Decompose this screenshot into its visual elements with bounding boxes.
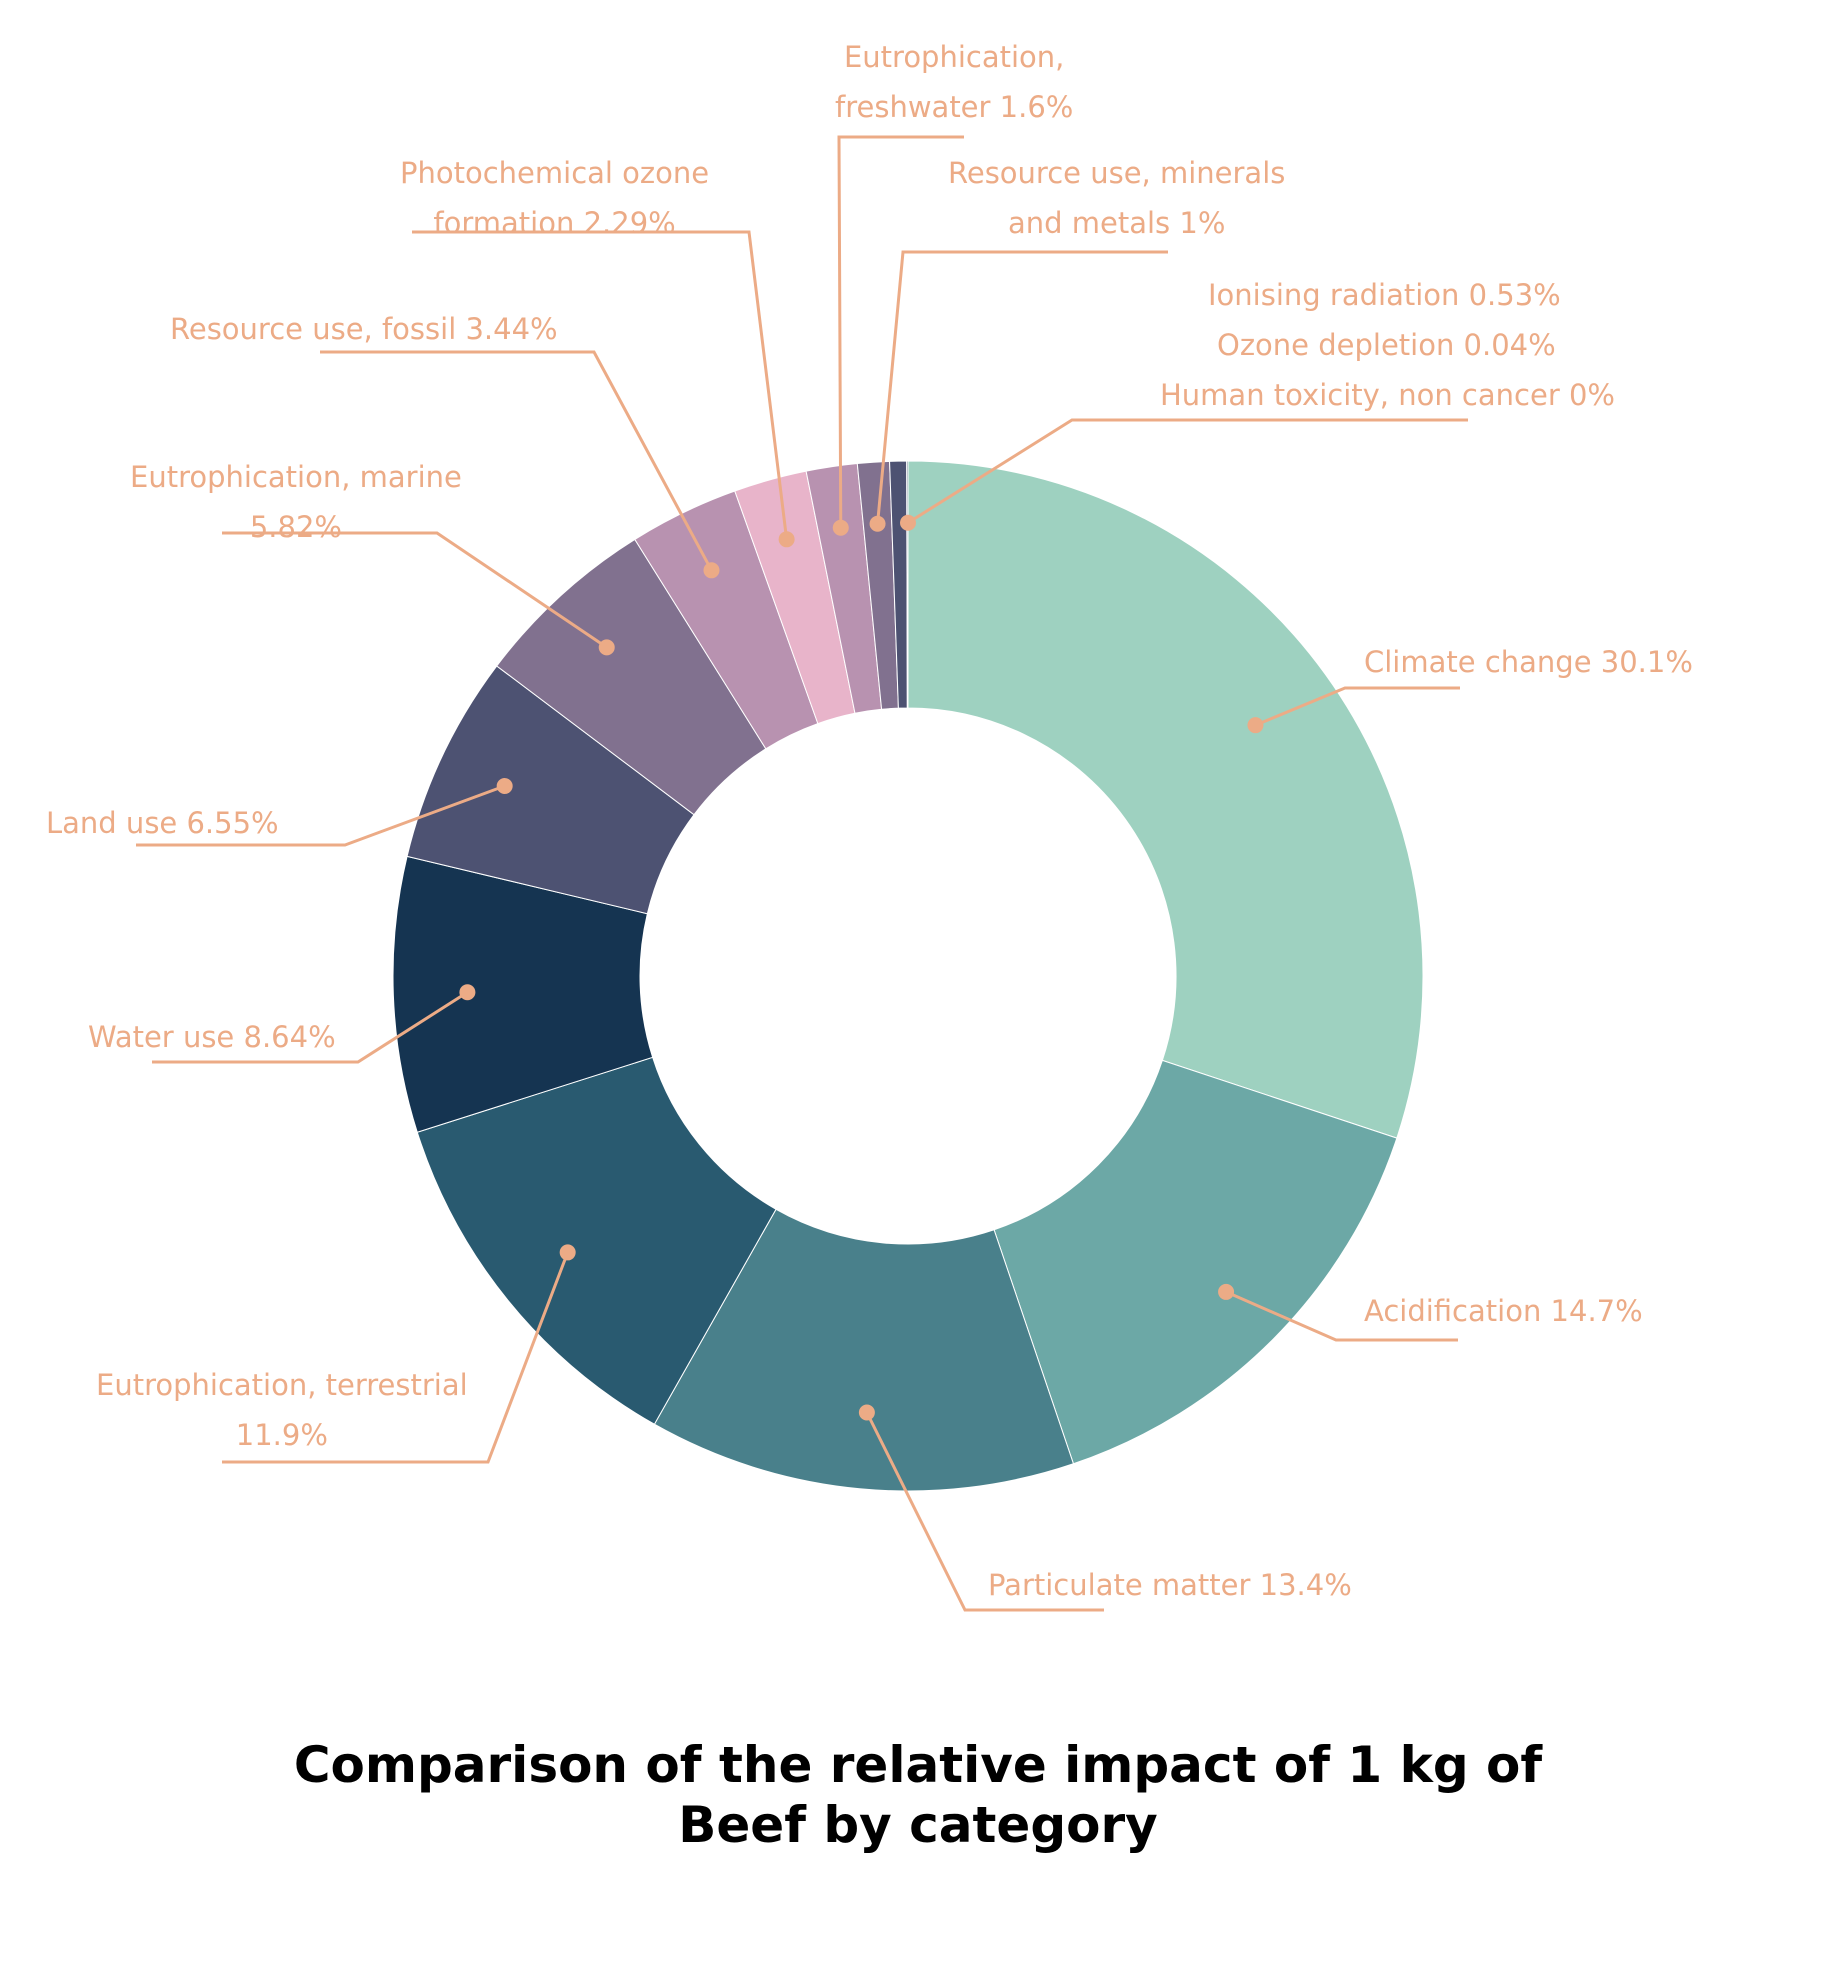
label-resource-use-minerals-and-metals-line-2: and metals 1% bbox=[1007, 206, 1226, 240]
label-eutrophication-freshwater: Eutrophication, freshwater 1.6% bbox=[835, 32, 1073, 132]
label-water-use-line-1: Water use 8.64% bbox=[88, 1020, 336, 1054]
leader-dot-climate-change bbox=[1247, 717, 1264, 734]
slice-eutrophication-terrestrial bbox=[416, 1056, 777, 1425]
label-resource-use-fossil: Resource use, fossil 3.44% bbox=[170, 304, 558, 354]
label-eutrophication-marine: Eutrophication, marine 5.82% bbox=[130, 452, 462, 552]
label-particulate-matter-line-1: Particulate matter 13.4% bbox=[988, 1568, 1352, 1602]
label-ozone-depletion-line-1: Ozone depletion 0.04% bbox=[1217, 328, 1556, 362]
leader-dot-eutrophication-terrestrial bbox=[559, 1244, 576, 1261]
leader-line-resource-use-fossil bbox=[320, 350, 713, 572]
label-resource-use-minerals-and-metals: Resource use, minerals and metals 1% bbox=[948, 148, 1285, 248]
chart-title-line-2: Beef by category bbox=[678, 1796, 1158, 1854]
donut-slices bbox=[392, 460, 1424, 1492]
label-eutrophication-freshwater-line-2: freshwater 1.6% bbox=[835, 90, 1074, 124]
label-climate-change: Climate change 30.1% bbox=[1364, 637, 1693, 687]
leader-dot-eutrophication-marine bbox=[598, 639, 615, 656]
leader-dot-photochemical-ozone-formation bbox=[778, 531, 795, 548]
slice-acidification bbox=[993, 1059, 1398, 1465]
label-land-use-line-1: Land use 6.55% bbox=[46, 806, 279, 840]
label-eutrophication-terrestrial-line-1: Eutrophication, terrestrial bbox=[96, 1368, 468, 1402]
label-acidification-line-1: Acidification 14.7% bbox=[1364, 1294, 1643, 1328]
leader-line-resource-use-minerals-and-metals bbox=[876, 250, 1168, 524]
slice-particulate-matter bbox=[653, 1208, 1075, 1492]
label-eutrophication-freshwater-line-1: Eutrophication, bbox=[843, 40, 1065, 74]
slice-climate-change bbox=[907, 460, 1424, 1139]
label-resource-use-fossil-line-1: Resource use, fossil 3.44% bbox=[170, 312, 558, 346]
label-human-toxicity-non-cancer-line-1: Human toxicity, non cancer 0% bbox=[1160, 378, 1615, 412]
label-human-toxicity-non-cancer: Human toxicity, non cancer 0% bbox=[1160, 370, 1615, 420]
leader-dot-resource-use-minerals-and-metals bbox=[869, 515, 886, 532]
leader-line-water-use bbox=[152, 991, 469, 1064]
label-eutrophication-marine-line-2: 5.82% bbox=[249, 510, 342, 544]
leader-line-human-toxicity-non-cancer bbox=[907, 418, 1468, 525]
leader-dot-land-use bbox=[496, 777, 513, 794]
label-ionising-radiation: Ionising radiation 0.53% bbox=[1208, 270, 1561, 320]
leader-dot-water-use bbox=[459, 984, 476, 1001]
leader-line-eutrophication-freshwater bbox=[837, 135, 964, 528]
label-climate-change-line-1: Climate change 30.1% bbox=[1364, 645, 1693, 679]
leader-line-climate-change bbox=[1254, 686, 1460, 727]
leader-line-photochemical-ozone-formation bbox=[412, 230, 789, 540]
leader-lines bbox=[136, 135, 1468, 1612]
leader-dot-human-toxicity-non-cancer bbox=[900, 514, 916, 531]
label-eutrophication-terrestrial: Eutrophication, terrestrial 11.9% bbox=[96, 1360, 468, 1460]
chart-title: Comparison of the relative impact of 1 k… bbox=[0, 1735, 1836, 1855]
label-photochemical-ozone-formation: Photochemical ozone formation 2.29% bbox=[400, 148, 709, 248]
leader-dot-eutrophication-freshwater bbox=[832, 519, 849, 536]
label-eutrophication-terrestrial-line-2: 11.9% bbox=[235, 1418, 328, 1452]
label-ozone-depletion: Ozone depletion 0.04% bbox=[1217, 320, 1556, 370]
leader-dot-particulate-matter bbox=[858, 1404, 875, 1421]
leader-line-eutrophication-marine bbox=[222, 531, 608, 649]
slice-ozone-depletion bbox=[906, 460, 909, 709]
label-resource-use-minerals-and-metals-line-1: Resource use, minerals bbox=[948, 156, 1286, 190]
label-land-use: Land use 6.55% bbox=[46, 798, 279, 848]
leader-line-land-use bbox=[136, 784, 506, 847]
chart-title-line-1: Comparison of the relative impact of 1 k… bbox=[293, 1736, 1543, 1794]
label-particulate-matter: Particulate matter 13.4% bbox=[988, 1560, 1352, 1610]
label-eutrophication-marine-line-1: Eutrophication, marine bbox=[130, 460, 462, 494]
leader-line-acidification bbox=[1225, 1290, 1458, 1342]
label-ionising-radiation-line-1: Ionising radiation 0.53% bbox=[1208, 278, 1561, 312]
label-acidification: Acidification 14.7% bbox=[1364, 1286, 1643, 1336]
leader-line-particulate-matter bbox=[865, 1411, 1104, 1612]
label-water-use: Water use 8.64% bbox=[88, 1012, 336, 1062]
leader-line-eutrophication-terrestrial bbox=[222, 1251, 570, 1464]
label-photochemical-ozone-formation-line-1: Photochemical ozone bbox=[400, 156, 710, 190]
label-photochemical-ozone-formation-line-2: formation 2.29% bbox=[433, 206, 676, 240]
leader-dot-resource-use-fossil bbox=[703, 562, 720, 579]
leader-dot-acidification bbox=[1218, 1283, 1235, 1300]
